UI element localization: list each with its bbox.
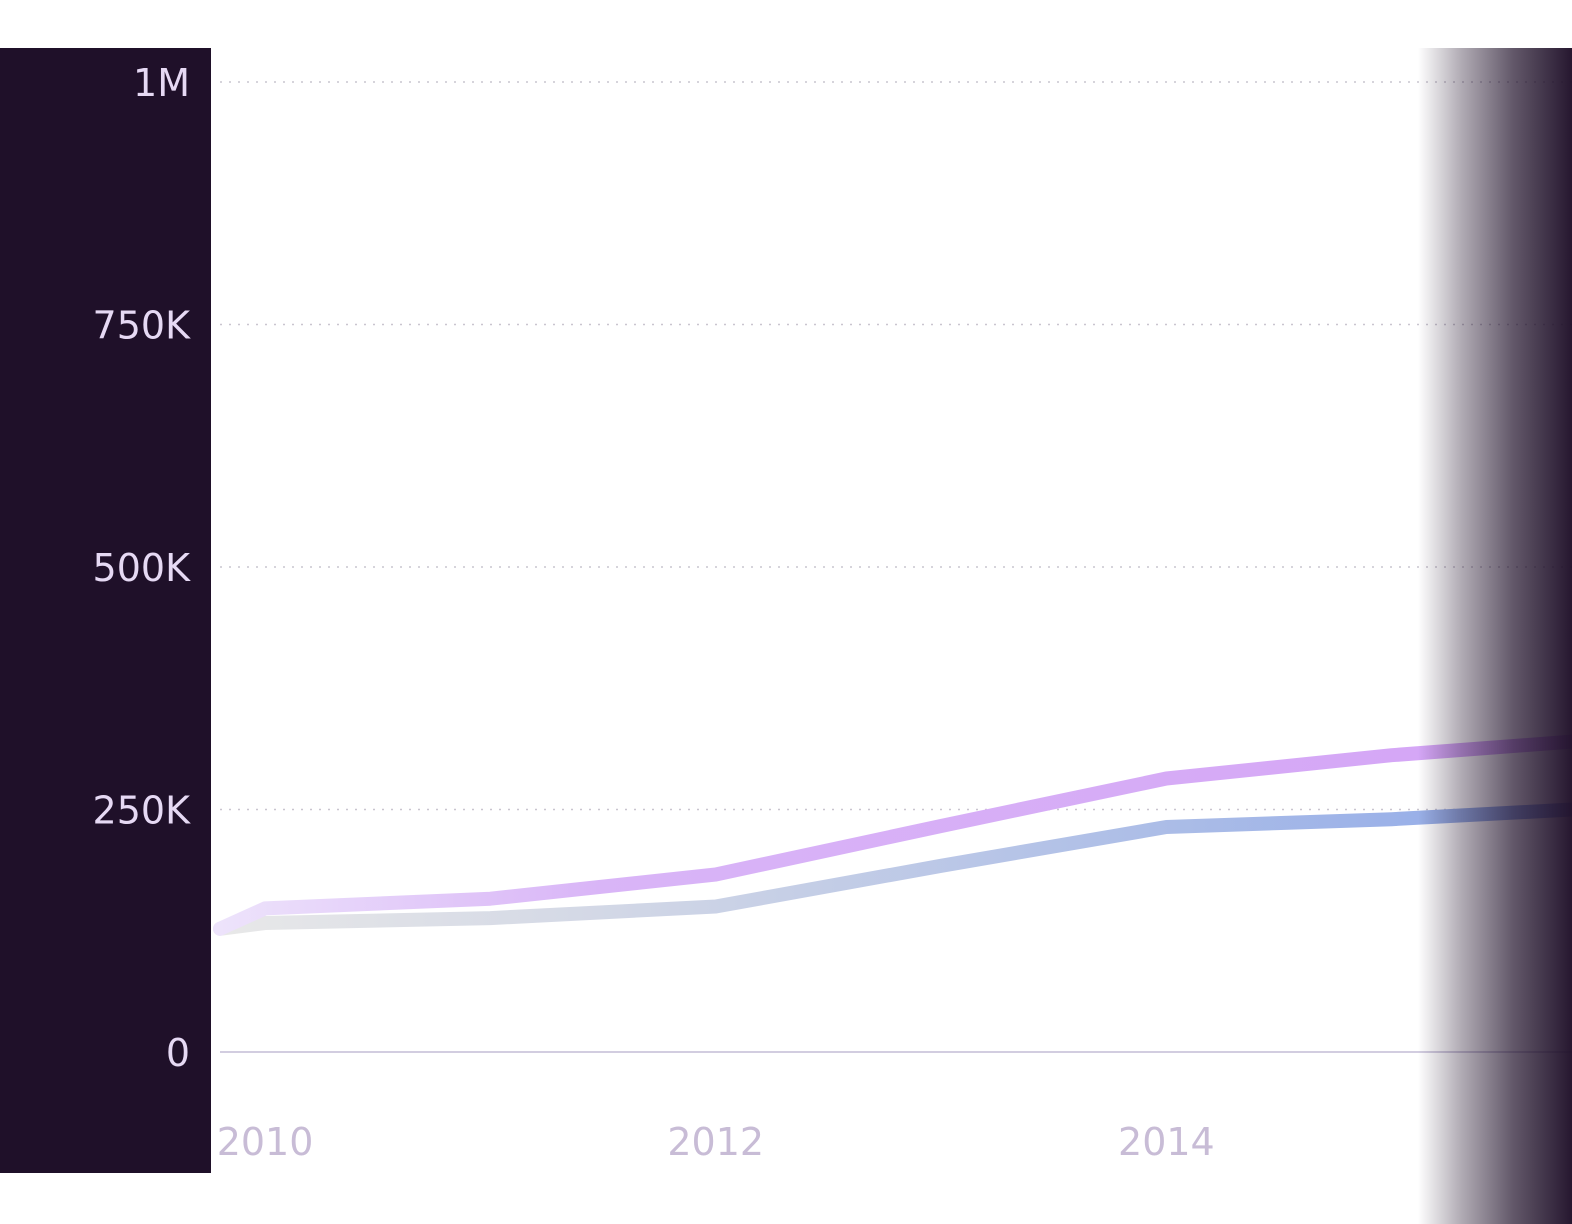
y-tick-label: 0 [166,1031,190,1075]
series-lower-point [1166,827,1167,828]
x-axis: 2010 2012 2014 [217,1120,1215,1164]
series-lower-point [941,865,942,866]
series-lower-point [1391,819,1392,820]
y-tick-label: 250K [93,789,192,833]
y-axis-panel [0,48,211,1173]
series-upper-point [490,898,491,899]
series-upper-point [715,874,716,875]
series-layer [213,734,1572,936]
x-tick-label: 2012 [667,1120,764,1164]
series-upper-point [941,826,942,827]
series-upper-point [265,908,266,909]
series-lower-line [213,802,1572,936]
series-upper-point [1166,778,1167,779]
series-upper-line [213,734,1572,936]
series-lower-point [715,906,716,907]
grid-layer [220,81,1572,1053]
series-upper-point [220,928,221,929]
y-tick-label: 1M [133,61,190,105]
y-axis: 0 250K 500K 750K 1M [93,61,192,1075]
series-lower-point [265,923,266,924]
x-tick-label: 2010 [217,1120,314,1164]
y-tick-label: 750K [93,304,192,348]
series-upper-point [1391,755,1392,756]
y-tick-label: 500K [93,546,192,590]
x-tick-label: 2014 [1118,1120,1215,1164]
series-lower-point [490,918,491,919]
